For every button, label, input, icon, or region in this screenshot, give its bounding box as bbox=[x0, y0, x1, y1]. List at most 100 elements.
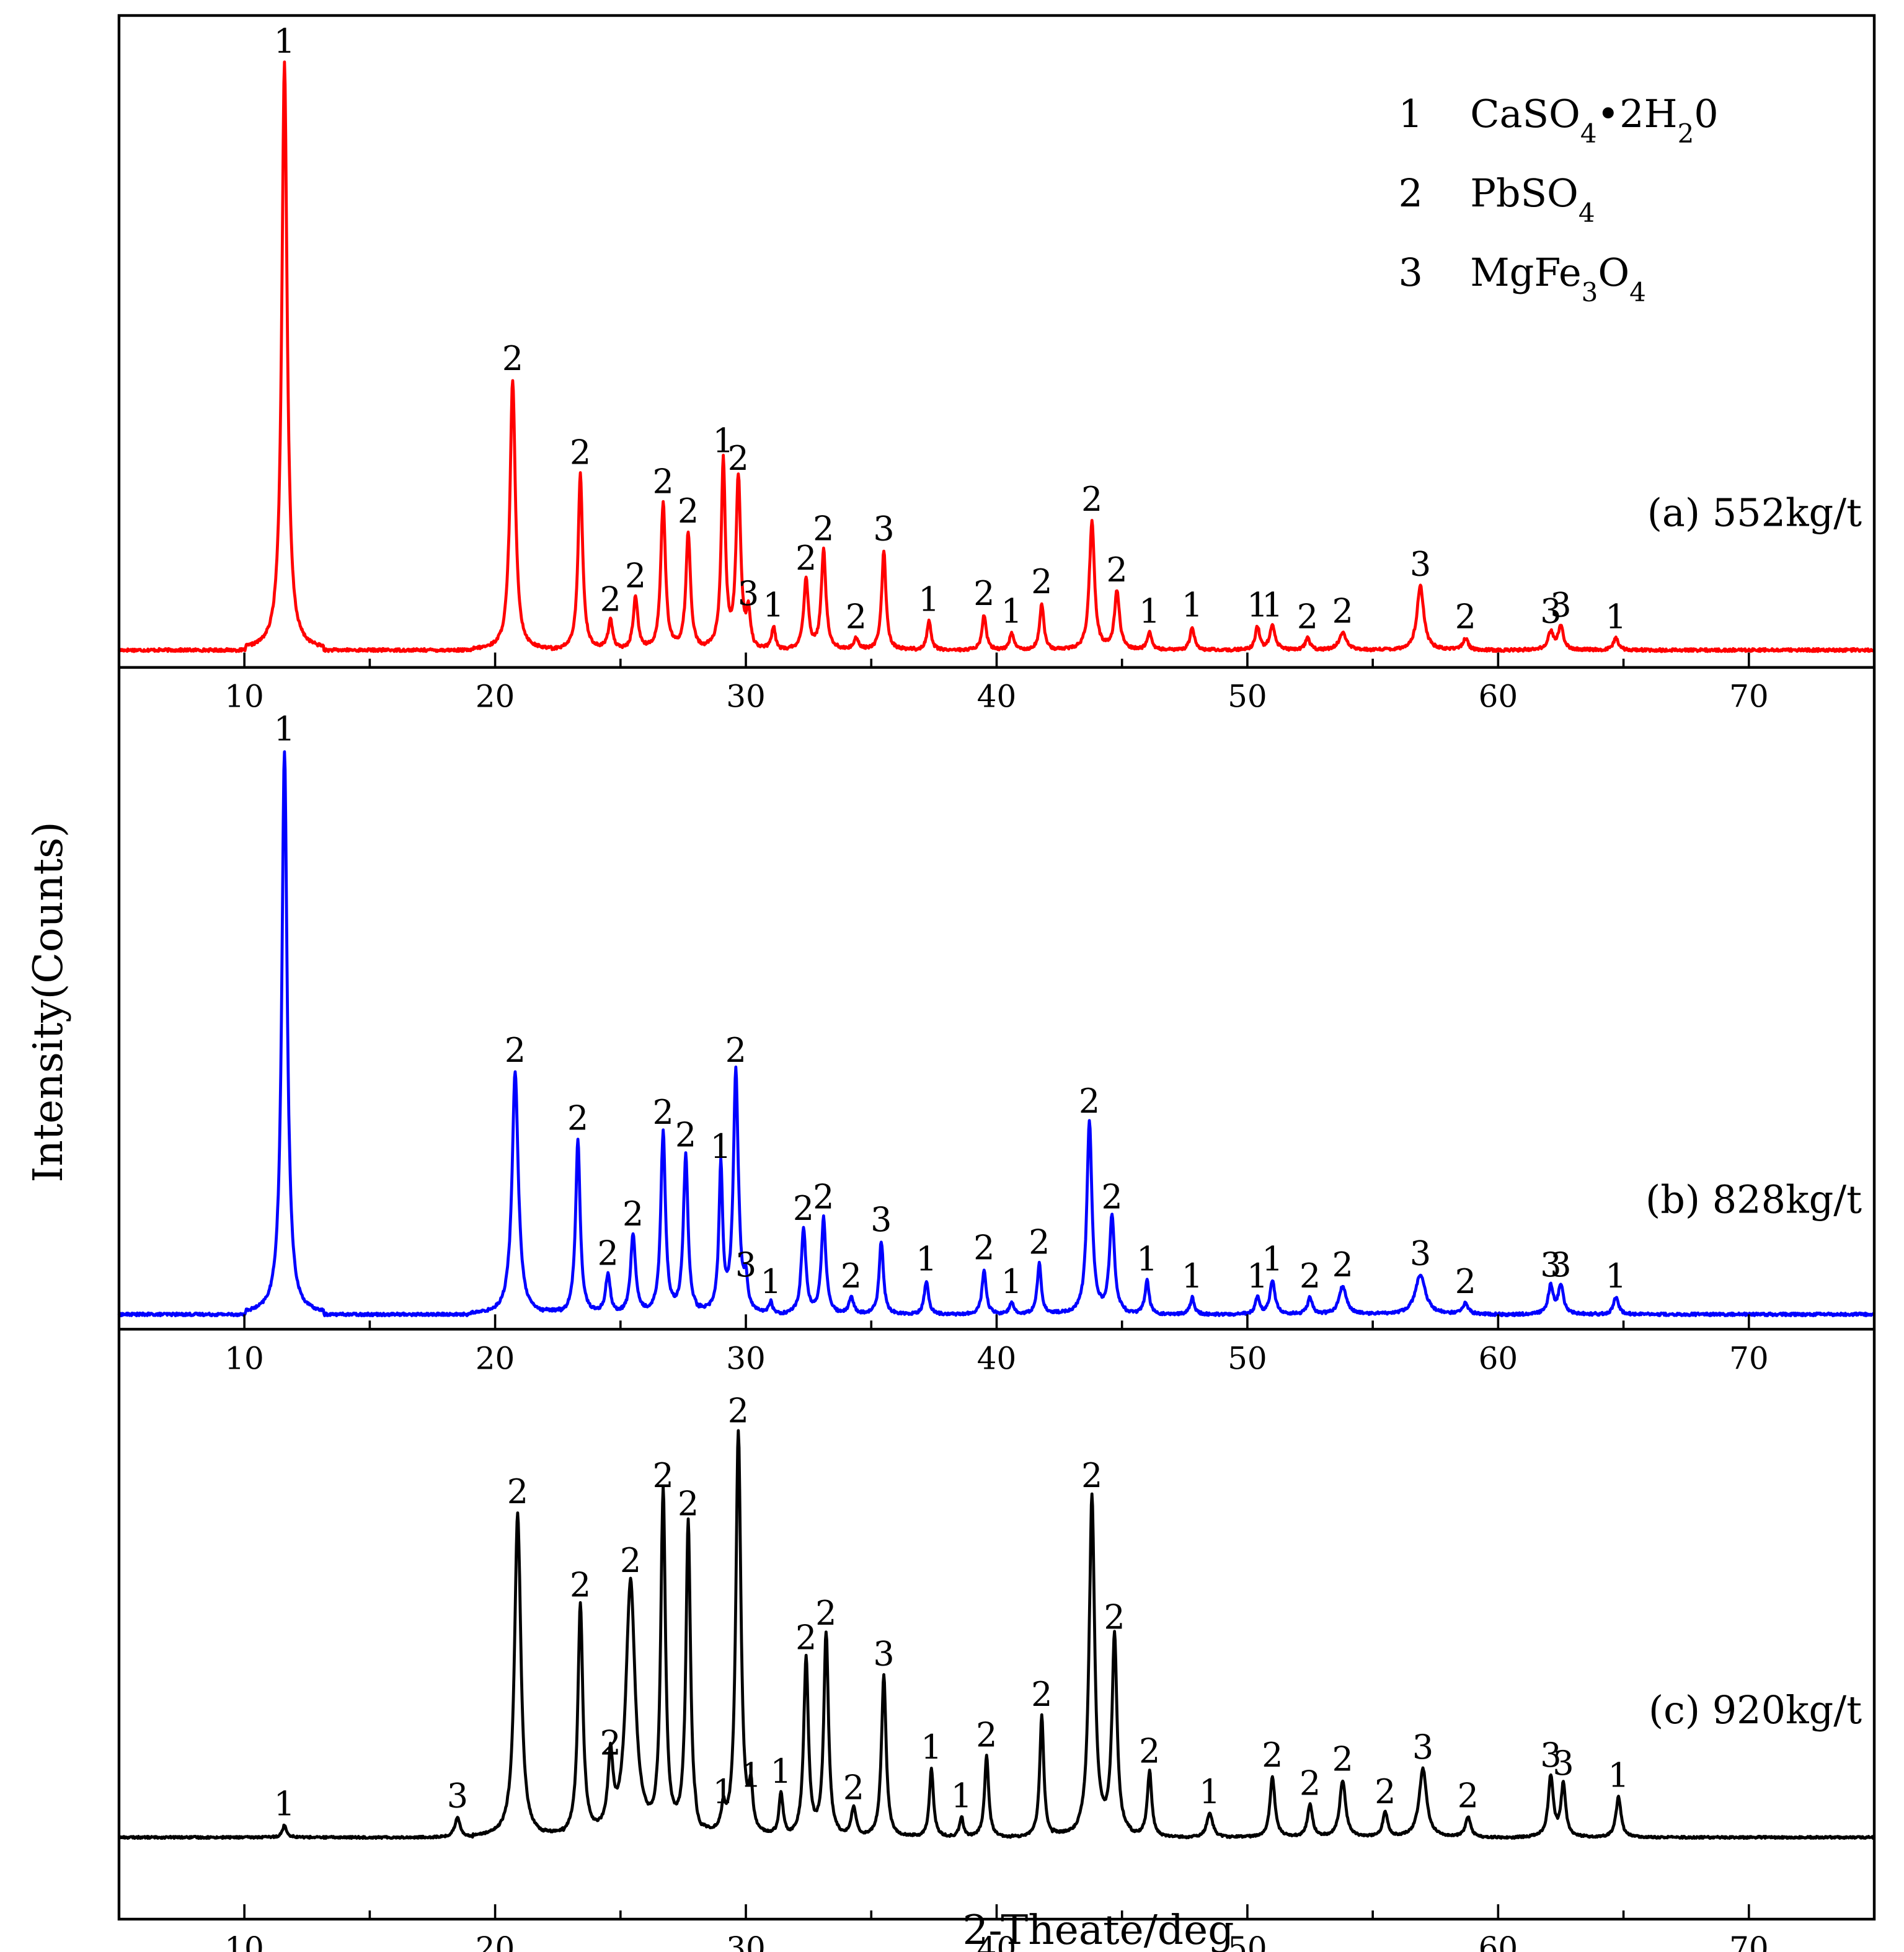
x-tick-label: 50 bbox=[1228, 1930, 1267, 1952]
peak-label: 1 bbox=[951, 1776, 972, 1815]
y-axis-title: Intensity(Counts) bbox=[24, 821, 72, 1182]
x-tick-label: 20 bbox=[476, 1930, 515, 1952]
peak-label: 1 bbox=[1139, 591, 1160, 630]
peak-label: 1 bbox=[1199, 1772, 1220, 1811]
peak-label: 2 bbox=[1375, 1772, 1396, 1811]
peak-label: 3 bbox=[738, 574, 759, 613]
peak-label: 2 bbox=[1031, 1675, 1052, 1714]
peak-label: 2 bbox=[652, 462, 673, 501]
peak-label: 2 bbox=[841, 1256, 862, 1296]
peak-label: 2 bbox=[598, 1234, 619, 1273]
peak-label: 2 bbox=[1081, 1456, 1102, 1495]
peak-label: 2 bbox=[1332, 1739, 1353, 1778]
peak-label: 2 bbox=[973, 1229, 994, 1268]
peak-label: 1 bbox=[1262, 586, 1283, 625]
peak-label: 2 bbox=[1297, 598, 1318, 637]
peak-label: 2 bbox=[1106, 550, 1127, 590]
peak-label: 1 bbox=[274, 22, 295, 61]
peak-label: 2 bbox=[795, 1618, 817, 1657]
x-axis-title: 2-Theate/deg bbox=[962, 1906, 1234, 1952]
x-tick-label: 10 bbox=[224, 1340, 264, 1376]
sample-label: (a) 552kg/t bbox=[1647, 490, 1862, 536]
x-tick-label: 30 bbox=[726, 1930, 766, 1952]
peak-label: 2 bbox=[620, 1541, 641, 1580]
peak-label: 1 bbox=[1001, 1262, 1022, 1301]
peak-label: 1 bbox=[1001, 591, 1022, 630]
peak-label: 2 bbox=[813, 510, 834, 549]
peak-label: 1 bbox=[712, 421, 733, 460]
x-tick-label: 10 bbox=[224, 679, 264, 715]
peak-label: 1 bbox=[1182, 1256, 1203, 1296]
sample-label: (b) 828kg/t bbox=[1645, 1177, 1862, 1222]
x-tick-label: 20 bbox=[476, 1340, 515, 1376]
x-tick-label: 40 bbox=[977, 1340, 1017, 1376]
peak-label: 2 bbox=[570, 433, 591, 472]
legend-formula: CaSO4•2H20 bbox=[1470, 91, 1719, 149]
peak-label: 2 bbox=[843, 1768, 864, 1807]
xrd-trace bbox=[117, 750, 1875, 1317]
sample-label: (c) 920kg/t bbox=[1649, 1687, 1862, 1733]
peak-label: 2 bbox=[1029, 1222, 1050, 1261]
x-tick-label: 30 bbox=[726, 1340, 766, 1376]
x-tick-label: 10 bbox=[224, 1930, 264, 1952]
peak-label: 1 bbox=[918, 580, 939, 619]
peak-label: 2 bbox=[813, 1178, 834, 1217]
peak-label: 2 bbox=[1262, 1736, 1283, 1775]
peak-label: 1 bbox=[1608, 1756, 1629, 1795]
peak-label: 2 bbox=[1079, 1082, 1100, 1121]
peak-label: 3 bbox=[870, 1200, 892, 1239]
peak-label: 2 bbox=[625, 556, 646, 595]
peak-label: 2 bbox=[507, 1472, 528, 1511]
x-tick-label: 60 bbox=[1479, 679, 1518, 715]
legend: 1 CaSO4•2H20 2 PbSO4 3 MgFe3O4 bbox=[1399, 91, 1719, 307]
peak-label: 2 bbox=[570, 1565, 591, 1604]
peak-label: 3 bbox=[1540, 591, 1561, 630]
peak-label: 2 bbox=[502, 339, 523, 378]
peak-label: 2 bbox=[846, 598, 867, 637]
peak-label: 1 bbox=[1247, 586, 1268, 625]
peak-label: 2 bbox=[600, 580, 621, 619]
x-tick-label: 50 bbox=[1228, 1340, 1267, 1376]
peak-label: 2 bbox=[728, 439, 749, 478]
peak-label: 3 bbox=[1412, 1728, 1433, 1767]
peak-label: 1 bbox=[1136, 1240, 1158, 1279]
peak-label: 1 bbox=[1182, 586, 1203, 625]
x-tick-label: 40 bbox=[977, 679, 1017, 715]
peak-label: 3 bbox=[873, 510, 894, 549]
peak-label: 2 bbox=[728, 1391, 749, 1430]
peak-label: 2 bbox=[1332, 591, 1353, 630]
x-tick-label: 30 bbox=[726, 679, 766, 715]
peak-label: 2 bbox=[505, 1031, 526, 1070]
x-tick-label: 60 bbox=[1479, 1340, 1518, 1376]
peak-label: 3 bbox=[1552, 1744, 1574, 1783]
x-tick-label: 20 bbox=[476, 679, 515, 715]
peak-label: 2 bbox=[600, 1723, 621, 1762]
peak-label: 2 bbox=[675, 1116, 696, 1155]
peak-label: 2 bbox=[678, 492, 699, 531]
peak-label: 2 bbox=[622, 1195, 644, 1234]
peak-label: 2 bbox=[1332, 1245, 1353, 1284]
x-tick-label: 70 bbox=[1729, 1340, 1769, 1376]
peak-label: 1 bbox=[710, 1127, 731, 1166]
x-tick-label: 40 bbox=[977, 1930, 1017, 1952]
x-tick-label: 50 bbox=[1228, 679, 1267, 715]
peak-label: 1 bbox=[1247, 1256, 1268, 1296]
peak-label: 2 bbox=[678, 1485, 699, 1524]
peak-label: 2 bbox=[973, 574, 994, 613]
legend-id: 3 bbox=[1399, 250, 1423, 295]
legend-formula: PbSO4 bbox=[1470, 170, 1595, 228]
peak-label: 2 bbox=[1104, 1598, 1125, 1637]
peak-label: 3 bbox=[1540, 1245, 1561, 1284]
peak-label: 2 bbox=[1101, 1178, 1122, 1217]
peak-label: 2 bbox=[725, 1031, 746, 1070]
xrd-trace bbox=[117, 60, 1875, 653]
peak-label: 3 bbox=[735, 1245, 756, 1284]
peak-label: 3 bbox=[1550, 586, 1571, 625]
peak-label: 2 bbox=[815, 1594, 836, 1633]
peak-label: 2 bbox=[976, 1715, 997, 1754]
peak-label: 2 bbox=[567, 1098, 588, 1137]
